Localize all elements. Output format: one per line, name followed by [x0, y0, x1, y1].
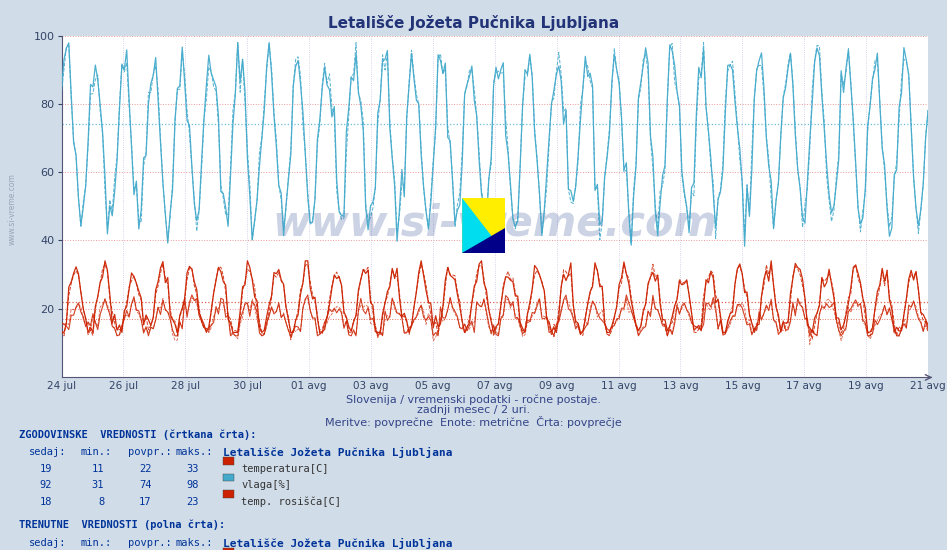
- Text: 30 jul: 30 jul: [233, 381, 261, 390]
- Text: 17: 17: [139, 497, 152, 507]
- Text: zadnji mesec / 2 uri.: zadnji mesec / 2 uri.: [417, 405, 530, 415]
- Text: 11 avg: 11 avg: [600, 381, 636, 390]
- Text: Letališče Jožeta Pučnika Ljubljana: Letališče Jožeta Pučnika Ljubljana: [223, 538, 452, 549]
- Text: Letališče Jožeta Pučnika Ljubljana: Letališče Jožeta Pučnika Ljubljana: [223, 447, 452, 458]
- Text: 33: 33: [187, 464, 199, 474]
- Text: sedaj:: sedaj:: [28, 538, 66, 548]
- Text: 15 avg: 15 avg: [724, 381, 760, 390]
- Text: 18: 18: [40, 497, 52, 507]
- Text: Letališče Jožeta Pučnika Ljubljana: Letališče Jožeta Pučnika Ljubljana: [328, 15, 619, 31]
- Text: 23: 23: [187, 497, 199, 507]
- Text: 01 avg: 01 avg: [292, 381, 327, 390]
- Text: 05 avg: 05 avg: [415, 381, 451, 390]
- Text: temp. rosišča[C]: temp. rosišča[C]: [241, 497, 342, 507]
- Text: TRENUTNE  VREDNOSTI (polna črta):: TRENUTNE VREDNOSTI (polna črta):: [19, 520, 225, 530]
- Text: 24 jul: 24 jul: [47, 381, 76, 390]
- Text: 11: 11: [92, 464, 104, 474]
- Text: 26 jul: 26 jul: [109, 381, 138, 390]
- Text: 92: 92: [40, 480, 52, 490]
- Text: 09 avg: 09 avg: [539, 381, 575, 390]
- Text: 31: 31: [92, 480, 104, 490]
- Text: 8: 8: [98, 497, 104, 507]
- Text: www.si-vreme.com: www.si-vreme.com: [273, 202, 717, 244]
- Text: 22: 22: [139, 464, 152, 474]
- Polygon shape: [462, 198, 505, 253]
- Text: min.:: min.:: [80, 538, 112, 548]
- Text: 07 avg: 07 avg: [477, 381, 512, 390]
- Text: 28 jul: 28 jul: [170, 381, 200, 390]
- Text: povpr.:: povpr.:: [128, 447, 171, 457]
- Text: maks.:: maks.:: [175, 538, 213, 548]
- Text: 74: 74: [139, 480, 152, 490]
- Text: min.:: min.:: [80, 447, 112, 457]
- Text: povpr.:: povpr.:: [128, 538, 171, 548]
- Text: maks.:: maks.:: [175, 447, 213, 457]
- Text: 17 avg: 17 avg: [786, 381, 822, 390]
- Text: 03 avg: 03 avg: [353, 381, 389, 390]
- Text: ZGODOVINSKE  VREDNOSTI (črtkana črta):: ZGODOVINSKE VREDNOSTI (črtkana črta):: [19, 429, 257, 439]
- Text: www.si-vreme.com: www.si-vreme.com: [8, 173, 17, 245]
- Text: 98: 98: [187, 480, 199, 490]
- Text: Slovenija / vremenski podatki - ročne postaje.: Slovenija / vremenski podatki - ročne po…: [346, 394, 601, 405]
- Text: vlaga[%]: vlaga[%]: [241, 480, 292, 490]
- Text: temperatura[C]: temperatura[C]: [241, 464, 329, 474]
- Text: 19: 19: [40, 464, 52, 474]
- Text: Meritve: povprečne  Enote: metrične  Črta: povprečje: Meritve: povprečne Enote: metrične Črta:…: [325, 416, 622, 428]
- Polygon shape: [462, 228, 505, 253]
- Text: 21 avg: 21 avg: [910, 381, 946, 390]
- Text: 19 avg: 19 avg: [849, 381, 884, 390]
- Text: 13 avg: 13 avg: [663, 381, 698, 390]
- Text: sedaj:: sedaj:: [28, 447, 66, 457]
